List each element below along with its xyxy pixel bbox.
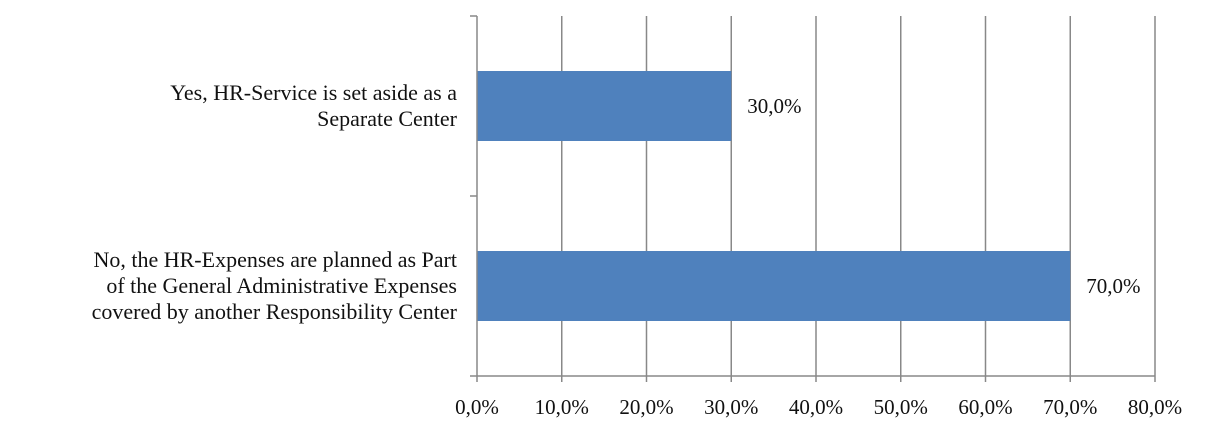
category-label-line: No, the HR-Expenses are planned as Part [93, 247, 457, 272]
axis-layer [470, 15, 1156, 382]
x-tick-label: 40,0% [789, 395, 843, 419]
category-label-line: Yes, HR-Service is set aside as a [170, 80, 457, 105]
category-label-line: Separate Center [317, 106, 458, 131]
bar [477, 251, 1071, 321]
bar-layer [477, 71, 1071, 321]
category-label: Yes, HR-Service is set aside as a Separat… [170, 80, 457, 131]
grid-layer [561, 16, 1156, 376]
category-label: No, the HR-Expenses are planned as Part o… [92, 247, 458, 324]
x-tick-label: 10,0% [535, 395, 589, 419]
category-label-line: covered by another Responsibility Center [92, 299, 458, 324]
x-tick-label: 20,0% [619, 395, 673, 419]
x-tick-label: 60,0% [958, 395, 1012, 419]
bar [477, 71, 732, 141]
label-layer: 0,0% 10,0% 20,0% 30,0% 40,0% 50,0% 60,0% 70,0% 8… [92, 80, 1182, 419]
x-tick-label: 50,0% [874, 395, 928, 419]
category-label-line: of the General Administrative Expenses [106, 273, 457, 298]
x-tick-label: 70,0% [1043, 395, 1097, 419]
x-tick-label: 30,0% [704, 395, 758, 419]
x-tick-label: 0,0% [455, 395, 499, 419]
data-label: 30,0% [747, 94, 801, 118]
data-label: 70,0% [1086, 274, 1140, 298]
x-tick-label: 80,0% [1128, 395, 1182, 419]
